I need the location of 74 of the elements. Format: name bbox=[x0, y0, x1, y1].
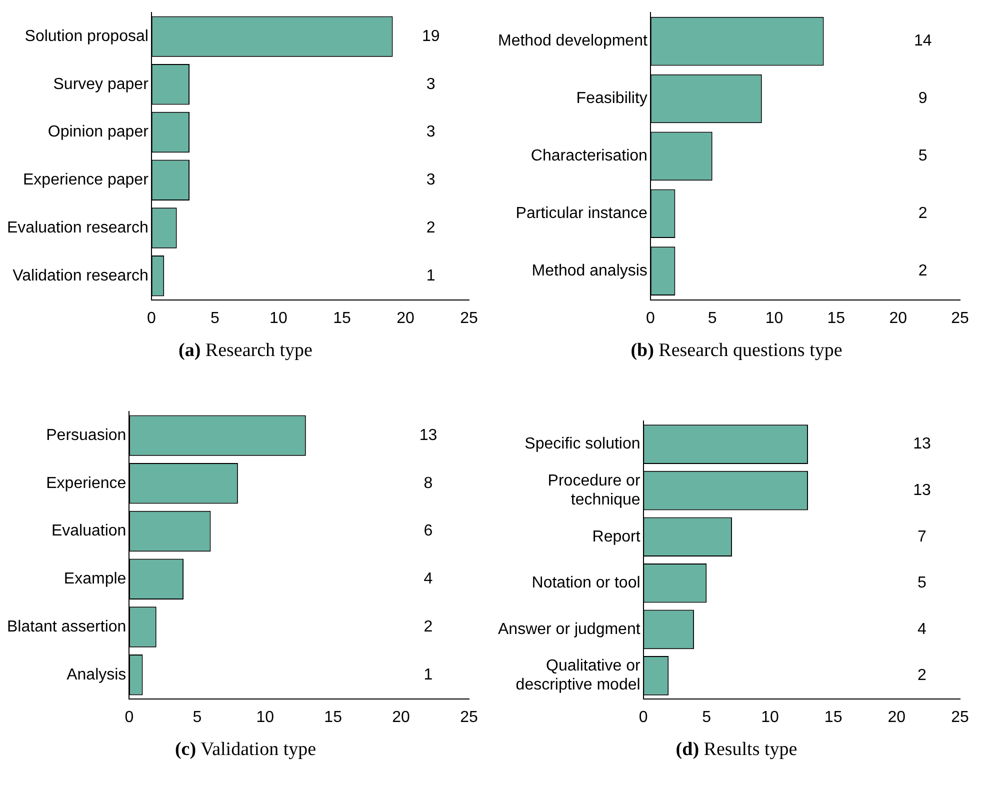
y-tick-label: Blatant assertion bbox=[6, 618, 126, 636]
text: (b) Research questions type bbox=[630, 340, 844, 362]
text: (d) Results type bbox=[674, 739, 798, 761]
y-tick-label: Experience bbox=[46, 474, 126, 492]
data-label: 1 bbox=[424, 666, 433, 684]
data-label: 2 bbox=[424, 618, 433, 636]
x-tick-label: 0 bbox=[124, 708, 134, 726]
y-tick-label: Experience paper bbox=[22, 172, 150, 189]
data-label: 19 bbox=[422, 28, 440, 45]
x-tick-label: 25 bbox=[460, 310, 478, 327]
x-tick-label: 10 bbox=[765, 310, 784, 327]
text: (c) Validation type bbox=[174, 739, 318, 761]
x-tick-label: 15 bbox=[324, 708, 342, 726]
data-label: 4 bbox=[424, 570, 433, 588]
x-tick-label: 5 bbox=[708, 310, 717, 327]
y-tick-label: Analysis bbox=[66, 666, 126, 684]
y-tick-label: Answer or judgment bbox=[498, 620, 641, 638]
y-tick-label: Validation research bbox=[12, 267, 148, 284]
x-tick-label: 10 bbox=[256, 708, 274, 726]
y-tick-label: Survey paper bbox=[53, 76, 150, 93]
data-label: 8 bbox=[424, 474, 433, 492]
data-label: 5 bbox=[918, 574, 927, 592]
y-tick-label: Characterisation bbox=[530, 148, 648, 165]
data-label: 13 bbox=[913, 482, 931, 500]
y-tick-label: Evaluation research bbox=[6, 219, 148, 236]
x-tick-label: 20 bbox=[889, 310, 908, 327]
x-tick-label: 5 bbox=[192, 708, 202, 726]
x-tick-label: 10 bbox=[270, 310, 288, 327]
data-label: 5 bbox=[918, 148, 928, 165]
x-tick-label: 15 bbox=[827, 310, 846, 327]
x-tick-label: 15 bbox=[333, 310, 351, 327]
data-label: 2 bbox=[918, 667, 927, 684]
y-tick-label: Qualitative or descriptive model bbox=[516, 657, 641, 694]
y-tick-label: Feasibility bbox=[576, 90, 648, 108]
data-label: 3 bbox=[426, 124, 436, 141]
x-tick-label: 20 bbox=[888, 708, 906, 726]
x-tick-label: 5 bbox=[210, 310, 220, 327]
x-tick-label: 5 bbox=[702, 708, 712, 726]
data-label: 13 bbox=[419, 426, 438, 444]
data-label: 1 bbox=[426, 267, 436, 284]
data-label: 13 bbox=[913, 436, 931, 453]
y-tick-label: Persuasion bbox=[46, 426, 126, 444]
y-tick-label: Evaluation bbox=[51, 522, 126, 540]
data-label: 4 bbox=[918, 620, 927, 638]
y-tick-label: Specific solution bbox=[524, 436, 640, 453]
y-tick-label: Notation or tool bbox=[532, 574, 640, 592]
x-tick-label: 20 bbox=[392, 708, 410, 726]
x-tick-label: 25 bbox=[951, 310, 969, 327]
data-label: 3 bbox=[426, 172, 436, 189]
data-label: 6 bbox=[424, 522, 433, 540]
x-tick-label: 0 bbox=[146, 310, 156, 327]
y-tick-label: Report bbox=[592, 528, 641, 546]
text: (a) Research type bbox=[178, 340, 314, 362]
y-tick-label: Example bbox=[64, 570, 126, 588]
data-label: 14 bbox=[914, 32, 932, 50]
y-tick-label: Method development bbox=[498, 32, 648, 50]
x-tick-label: 0 bbox=[638, 708, 648, 726]
data-label: 2 bbox=[426, 219, 436, 236]
y-tick-label: Solution proposal bbox=[24, 28, 148, 45]
data-label: 3 bbox=[426, 76, 436, 93]
x-tick-label: 10 bbox=[761, 708, 779, 726]
x-tick-label: 15 bbox=[824, 708, 842, 726]
y-tick-label: Particular instance bbox=[516, 205, 648, 222]
data-label: 7 bbox=[918, 528, 927, 546]
y-tick-label: Opinion paper bbox=[48, 124, 150, 141]
y-tick-label: Method analysis bbox=[532, 262, 648, 280]
x-tick-label: 20 bbox=[396, 310, 414, 327]
x-tick-label: 25 bbox=[460, 708, 478, 726]
y-tick-label: Procedure or technique bbox=[548, 472, 641, 509]
x-tick-label: 0 bbox=[646, 310, 655, 327]
data-label: 2 bbox=[918, 262, 928, 280]
x-tick-label: 25 bbox=[951, 708, 969, 726]
data-label: 9 bbox=[918, 90, 928, 108]
data-label: 2 bbox=[918, 205, 928, 222]
